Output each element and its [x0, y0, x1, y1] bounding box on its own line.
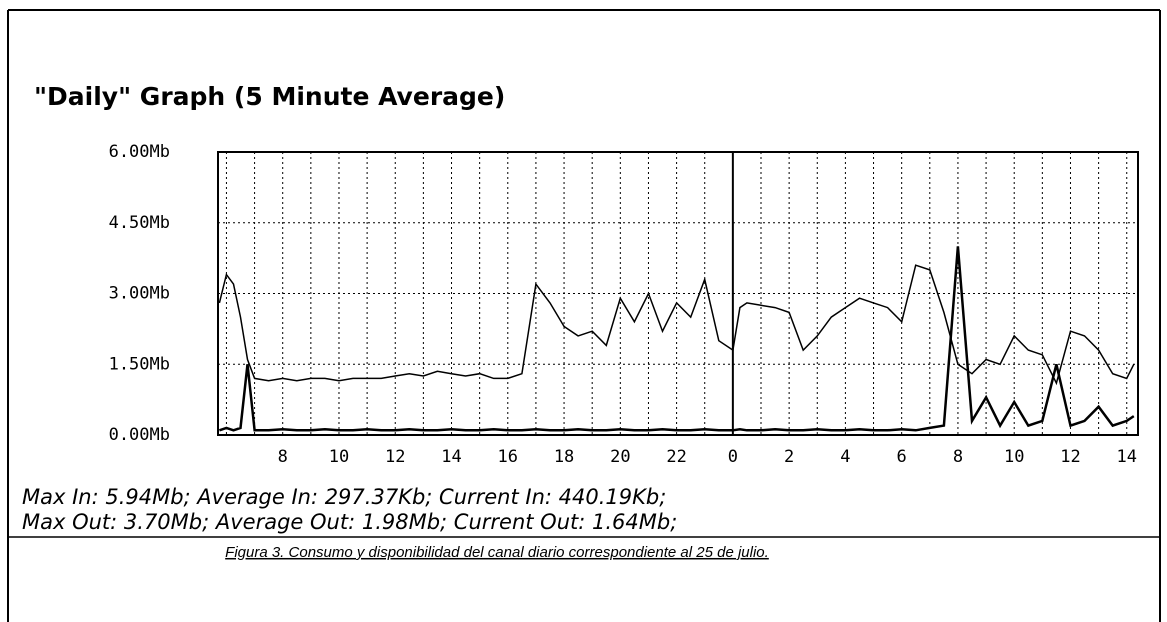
data-line — [218, 264, 1135, 386]
x-tick-label: 14 — [441, 447, 461, 467]
data-line — [218, 246, 1135, 432]
x-tick-label: 18 — [554, 447, 574, 467]
x-tick-label: 20 — [610, 447, 630, 467]
x-tick-label: 8 — [953, 447, 963, 467]
x-tick-label: 10 — [1004, 447, 1024, 467]
x-tick-label: 2 — [784, 447, 794, 467]
y-tick-label: 1.50Mb — [109, 354, 170, 374]
chart-title: "Daily" Graph (5 Minute Average) — [34, 82, 505, 111]
x-tick-label: 16 — [498, 447, 518, 467]
x-tick-label: 10 — [329, 447, 349, 467]
y-tick-label: 6.00Mb — [109, 142, 170, 162]
plot-frame — [217, 151, 1139, 436]
y-tick-label: 0.00Mb — [109, 425, 170, 445]
x-tick-label: 6 — [897, 447, 907, 467]
x-tick-label: 12 — [385, 447, 405, 467]
y-tick-label: 3.00Mb — [109, 284, 170, 304]
x-tick-label: 0 — [728, 447, 738, 467]
x-tick-label: 14 — [1117, 447, 1137, 467]
y-tick-label: 4.50Mb — [109, 213, 170, 233]
x-tick-label: 8 — [278, 447, 288, 467]
x-tick-label: 22 — [666, 447, 686, 467]
x-tick-label: 4 — [840, 447, 850, 467]
stats-in: Max In: 5.94Mb; Average In: 297.37Kb; Cu… — [22, 485, 666, 509]
stats-out: Max Out: 3.70Mb; Average Out: 1.98Mb; Cu… — [22, 510, 677, 534]
caption: Figura 3. Consumo y disponibilidad del c… — [225, 544, 769, 561]
x-tick-label: 12 — [1060, 447, 1080, 467]
